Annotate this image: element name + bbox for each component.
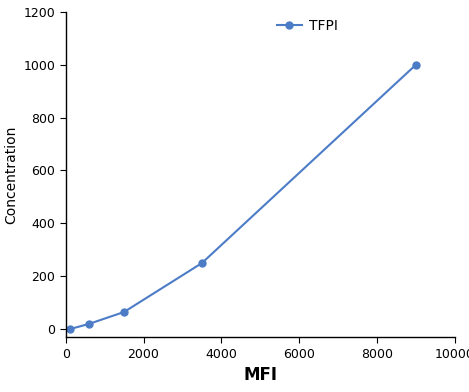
Line: TFPI: TFPI (66, 61, 419, 333)
TFPI (413, 62, 419, 67)
TFPI (67, 327, 72, 332)
Legend: TFPI: TFPI (277, 19, 337, 33)
TFPI (86, 321, 92, 326)
X-axis label: MFI: MFI (243, 366, 277, 384)
TFPI (121, 310, 127, 314)
TFPI (199, 261, 204, 265)
Y-axis label: Concentration: Concentration (4, 125, 18, 223)
